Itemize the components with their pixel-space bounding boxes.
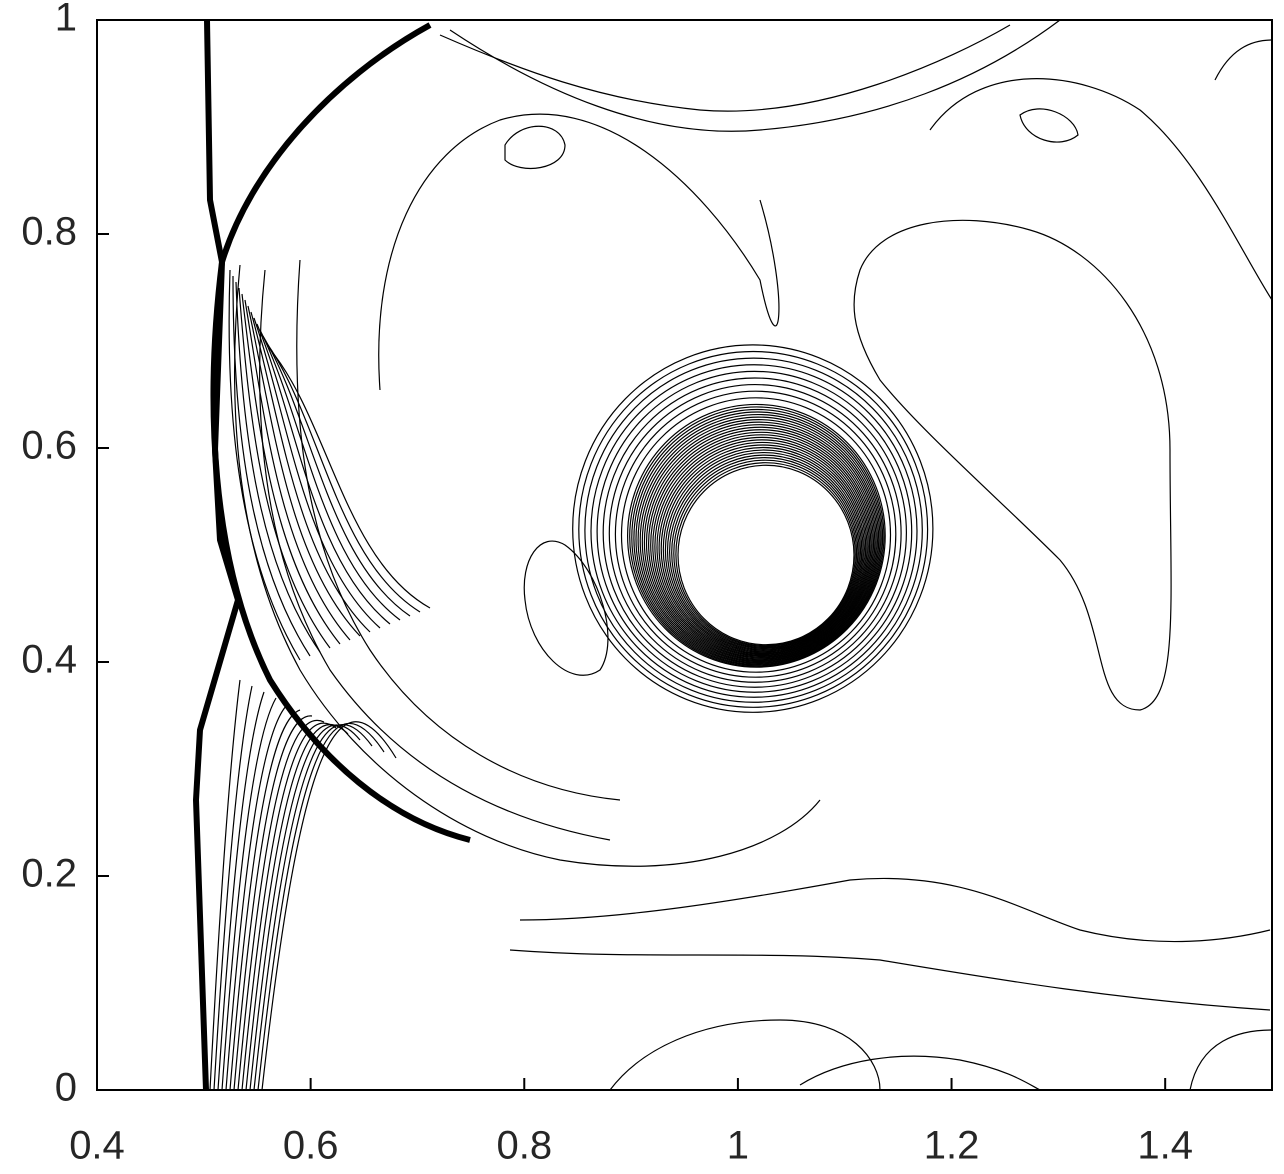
contour-band xyxy=(241,293,341,645)
contour-ring xyxy=(629,406,885,667)
contour-band xyxy=(261,721,397,1091)
contour-ring xyxy=(572,344,934,713)
contour-band xyxy=(241,722,337,1091)
contour-band xyxy=(262,335,411,617)
contour-band xyxy=(217,691,265,1091)
contour-ring xyxy=(633,411,882,665)
y-tick-label: 0 xyxy=(55,1066,77,1110)
contour-ring xyxy=(673,459,858,648)
contour-band xyxy=(238,287,331,649)
shock-front xyxy=(192,19,242,1091)
contour-ring xyxy=(643,424,876,661)
contour-ring xyxy=(669,454,860,650)
contour-band xyxy=(225,703,289,1091)
y-tick-label: 0.4 xyxy=(21,638,77,682)
contour-ring xyxy=(677,464,855,646)
contour-ring xyxy=(635,413,881,665)
contour-band xyxy=(245,723,349,1091)
contour-ring xyxy=(650,431,872,658)
contour-band xyxy=(256,323,391,625)
contour-band xyxy=(221,697,277,1091)
contour-band xyxy=(247,305,361,637)
reflected-shock xyxy=(210,22,471,843)
contour-ring xyxy=(658,441,867,654)
x-tick-label: 1 xyxy=(727,1124,749,1168)
contour-ring xyxy=(648,429,873,659)
contour-ring xyxy=(641,421,877,662)
contour-ring xyxy=(620,397,892,673)
contour-band xyxy=(253,317,381,629)
contour-band xyxy=(268,347,431,609)
contour-ring xyxy=(578,350,929,708)
contour-ring xyxy=(637,416,880,664)
contour-ring xyxy=(596,370,913,693)
contour-band xyxy=(232,275,311,657)
x-tick-label: 0.4 xyxy=(69,1124,125,1168)
contour-band xyxy=(244,299,351,641)
contour-ring xyxy=(645,426,875,660)
x-tick-label: 0.6 xyxy=(283,1124,339,1168)
contour-ring xyxy=(662,446,864,652)
contour-ring xyxy=(666,451,862,651)
contour-band xyxy=(259,329,401,621)
contour-ring xyxy=(627,403,886,668)
y-tick-label: 0.6 xyxy=(21,424,77,468)
contour-band xyxy=(228,269,301,661)
contour-ring xyxy=(675,462,856,647)
contour-band xyxy=(253,724,373,1091)
contour-band xyxy=(209,679,241,1091)
x-tick-label: 1.2 xyxy=(924,1124,980,1168)
contour-band xyxy=(265,341,421,613)
contour-ring xyxy=(639,419,879,663)
contour-ring xyxy=(602,377,907,688)
contour-ring xyxy=(654,436,869,656)
x-tick-label: 0.8 xyxy=(496,1124,552,1168)
contour-ring xyxy=(614,390,897,678)
contour-ring xyxy=(590,364,918,698)
contour-band xyxy=(235,281,321,653)
contour-band xyxy=(213,685,253,1091)
contour-ring xyxy=(656,439,868,655)
contour-band xyxy=(229,709,301,1091)
contour-band xyxy=(233,715,313,1091)
plot-frame xyxy=(96,19,1273,1091)
contour-ring xyxy=(652,434,871,657)
contour-ring xyxy=(631,408,884,666)
contour-band xyxy=(250,311,371,633)
contour-ring xyxy=(664,449,863,651)
contour-band xyxy=(237,719,325,1091)
y-tick-label: 1 xyxy=(55,0,77,40)
contour-band xyxy=(249,724,361,1091)
contour-lines xyxy=(192,19,1273,1091)
contour-band xyxy=(257,722,385,1091)
contour-ring xyxy=(584,357,923,703)
contour-ring xyxy=(608,383,902,683)
x-tick-label: 1.4 xyxy=(1137,1124,1193,1168)
contour-ring xyxy=(671,457,859,649)
y-tick-label: 0.2 xyxy=(21,852,77,896)
contour-ring xyxy=(660,444,866,653)
y-tick-label: 0.8 xyxy=(21,210,77,254)
